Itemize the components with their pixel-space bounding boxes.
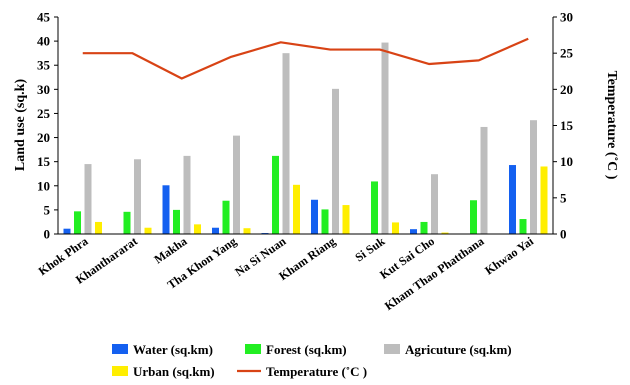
y-axis-label-right: Temperature (˚C )	[604, 71, 619, 180]
bar-urban	[342, 205, 350, 234]
bar-urban	[144, 227, 152, 234]
bar-forest	[371, 181, 378, 234]
bar-water	[63, 228, 71, 234]
legend-swatch	[112, 366, 128, 376]
left-tick-label: 15	[37, 154, 51, 169]
category-label: Si Suk	[352, 234, 387, 265]
temperature-line	[82, 37, 529, 80]
left-tick-label: 30	[37, 82, 50, 97]
bar-water	[212, 227, 219, 234]
legend-item: Agricuture (sq.km)	[384, 342, 512, 357]
left-tick-label: 45	[37, 10, 51, 25]
bar-agricuture	[183, 155, 191, 234]
temperature-line-group	[82, 37, 529, 80]
bar-urban	[95, 221, 102, 234]
bar-forest	[420, 221, 428, 234]
legend-item: Urban (sq.km)	[112, 364, 215, 379]
right-tick-label: 20	[560, 82, 573, 97]
bar-agricuture	[332, 88, 339, 235]
bar-water	[410, 229, 417, 234]
bar-forest	[173, 209, 180, 234]
left-tick-label: 0	[44, 227, 51, 242]
legend-label: Forest (sq.km)	[266, 342, 347, 357]
bars	[63, 42, 548, 235]
left-tick-label: 40	[37, 34, 50, 49]
y-axis-label-left: Land use (sq.k)	[13, 79, 28, 172]
left-tick-label: 35	[37, 58, 51, 73]
left-tick-label: 25	[37, 106, 51, 121]
bar-forest	[222, 200, 230, 234]
legend-item: Water (sq.km)	[112, 342, 213, 357]
bar-agricuture	[282, 53, 290, 234]
legend-swatch	[112, 344, 128, 354]
right-tick-label: 5	[560, 190, 567, 205]
bar-urban	[194, 224, 201, 234]
right-tick-label: 10	[560, 154, 573, 169]
category-label: Makha	[151, 234, 189, 267]
legend-label: Water (sq.km)	[133, 342, 213, 357]
bar-forest	[519, 219, 527, 234]
right-tick-label: 0	[560, 227, 567, 242]
left-tick-label: 20	[37, 130, 50, 145]
right-tick-label: 15	[560, 118, 574, 133]
bar-forest	[74, 211, 81, 234]
bar-agricuture	[233, 135, 240, 234]
left-tick-label: 10	[37, 178, 50, 193]
axes	[57, 17, 554, 235]
bar-urban	[293, 184, 300, 234]
legend-swatch	[245, 344, 261, 354]
left-axis-ticks: 0 5 10 15 20 25 30 35 40 45	[37, 10, 58, 242]
bar-agricuture	[530, 120, 537, 234]
category-label: Khwao Yai	[482, 234, 536, 278]
bar-water	[311, 199, 318, 234]
legend-label: Agricuture (sq.km)	[405, 342, 512, 357]
legend-item: Temperature (˚C )	[237, 364, 367, 379]
bar-water	[509, 165, 516, 234]
right-tick-label: 25	[560, 46, 574, 61]
bar-urban	[441, 232, 449, 234]
bar-forest	[123, 211, 131, 234]
legend-label: Urban (sq.km)	[133, 364, 215, 379]
legend-label: Temperature (˚C )	[266, 364, 367, 379]
right-axis-ticks: 0 5 10 15 20 25 30	[553, 10, 574, 242]
bar-forest	[321, 209, 329, 234]
left-tick-label: 5	[44, 202, 51, 217]
legend-item: Forest (sq.km)	[245, 342, 347, 357]
legend: Water (sq.km) Forest (sq.km) Agricuture (s…	[112, 342, 512, 379]
bar-agricuture	[480, 126, 488, 234]
bar-agricuture	[84, 164, 92, 234]
right-tick-label: 30	[560, 10, 573, 25]
bar-agricuture	[431, 174, 438, 234]
bar-agricuture	[381, 42, 389, 235]
bar-agricuture	[134, 159, 141, 234]
bar-water	[162, 185, 170, 234]
bar-forest	[470, 200, 477, 234]
legend-swatch	[384, 344, 400, 354]
bar-urban	[392, 222, 399, 234]
bar-urban	[540, 166, 548, 234]
bar-urban	[243, 228, 251, 234]
bar-forest	[272, 155, 279, 234]
